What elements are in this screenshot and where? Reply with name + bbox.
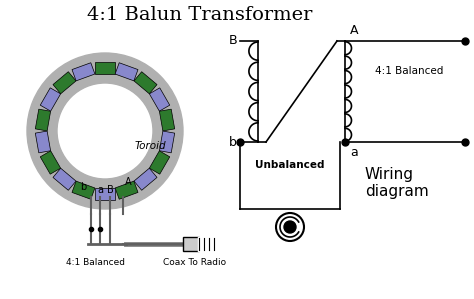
Polygon shape (159, 109, 175, 131)
Text: B: B (107, 185, 113, 195)
Polygon shape (35, 131, 51, 153)
Polygon shape (72, 181, 95, 199)
Polygon shape (159, 131, 175, 153)
Text: b: b (229, 135, 237, 149)
Circle shape (284, 221, 296, 233)
Polygon shape (115, 63, 138, 81)
Text: Unbalanced: Unbalanced (255, 160, 325, 170)
Text: a: a (350, 146, 358, 159)
Text: 4:1 Balanced: 4:1 Balanced (375, 66, 443, 77)
Text: A: A (350, 24, 358, 37)
Polygon shape (95, 62, 115, 74)
Text: Coax To Radio: Coax To Radio (164, 258, 227, 267)
Text: b: b (80, 182, 86, 192)
Polygon shape (53, 72, 76, 94)
Polygon shape (35, 109, 51, 131)
Text: Wiring
diagram: Wiring diagram (365, 167, 429, 199)
Polygon shape (149, 151, 170, 174)
Polygon shape (40, 151, 61, 174)
Wedge shape (27, 53, 183, 209)
Polygon shape (115, 181, 138, 199)
Polygon shape (149, 88, 170, 111)
Text: B: B (228, 34, 237, 48)
Polygon shape (95, 188, 115, 200)
Polygon shape (53, 168, 76, 190)
Polygon shape (40, 88, 61, 111)
Bar (183, 237, 199, 251)
Text: a: a (97, 185, 103, 195)
Polygon shape (134, 168, 157, 190)
Polygon shape (134, 72, 157, 94)
Text: A: A (125, 177, 132, 187)
Text: Toroid: Toroid (135, 141, 167, 151)
Polygon shape (72, 63, 95, 81)
Text: 4:1 Balun Transformer: 4:1 Balun Transformer (87, 6, 313, 24)
Text: 4:1 Balanced: 4:1 Balanced (66, 258, 125, 267)
